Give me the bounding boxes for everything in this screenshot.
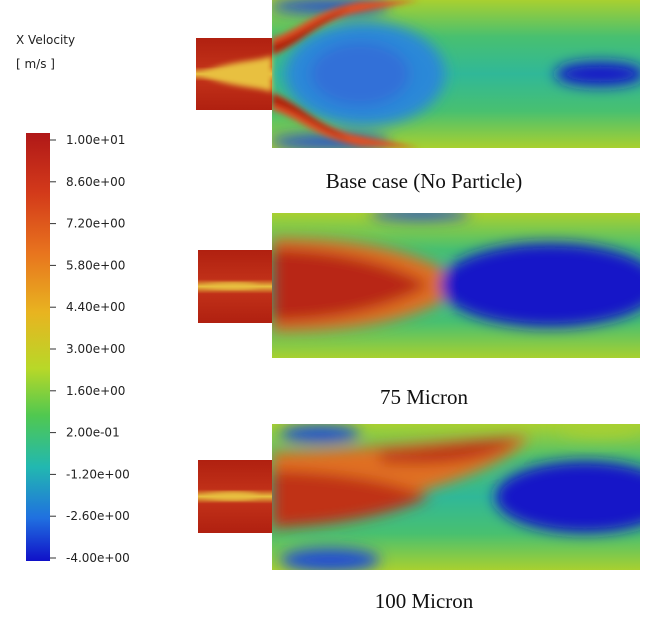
tick-label: -2.60e+00 [66,509,130,523]
legend-unit: [ m/s ] [16,57,55,71]
caption: Base case (No Particle) [326,169,523,193]
legend-title: X Velocity [16,33,75,47]
caption: 100 Micron [375,589,474,613]
tick-label: -4.00e+00 [66,551,130,565]
tick-label: 4.40e+00 [66,300,125,314]
tick-label: 5.80e+00 [66,258,125,272]
tick-label: 1.60e+00 [66,384,125,398]
contour-100-micron [198,424,640,570]
tick-label: 8.60e+00 [66,175,125,189]
tick-label: 3.00e+00 [66,342,125,356]
colorbar-ticks: 1.00e+01 8.60e+00 7.20e+00 5.80e+00 4.40e+00… [50,133,130,565]
contour-75-micron [198,213,640,358]
caption: 75 Micron [380,385,469,409]
tick-label: -1.20e+00 [66,467,130,481]
contour-base-case [196,0,640,148]
colorbar [26,133,50,561]
tick-label: 2.00e-01 [66,426,120,440]
tick-label: 7.20e+00 [66,217,125,231]
tick-label: 1.00e+01 [66,133,125,147]
